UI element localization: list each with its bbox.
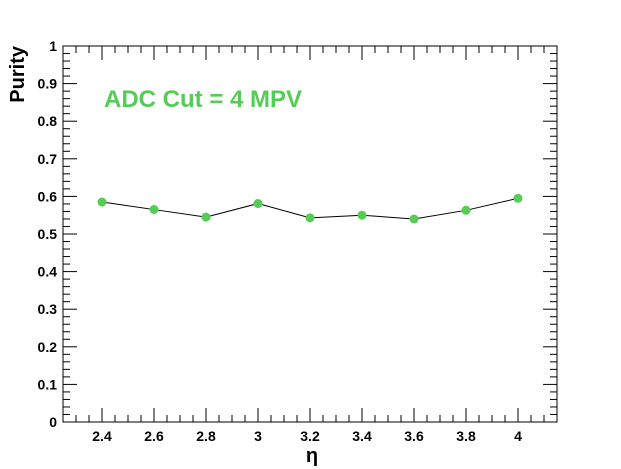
x-tick-label: 2.4 [92,428,112,444]
y-tick-label: 0 [49,414,57,430]
x-tick-label: 3 [254,428,262,444]
data-point [409,214,419,224]
data-point [461,205,471,215]
y-tick-label: 0.6 [38,188,58,204]
y-tick-label: 0.3 [38,301,58,317]
x-tick-label: 3.6 [404,428,424,444]
y-tick-label: 0.1 [38,376,58,392]
y-tick-label: 1 [49,38,57,54]
y-tick-label: 0.4 [38,264,58,280]
data-points [97,193,523,224]
annotation: ADC Cut = 4 MPV [104,86,302,113]
x-minor-ticks [62,46,558,422]
y-tick-label: 0.8 [38,113,58,129]
x-tick-label: 2.6 [144,428,164,444]
data-point [305,213,315,223]
x-tick-label: 3.4 [352,428,372,444]
data-point [97,197,107,207]
x-tick-label: 2.8 [196,428,216,444]
data-point [513,193,523,203]
x-tick-label: 3.8 [456,428,476,444]
data-point [201,212,211,222]
y-axis-label: Purity [7,45,29,103]
y-tick-label: 0.9 [38,76,58,92]
x-axis-ticks: 2.4 2.6 2.8 3 3.2 3.4 3.6 3.8 4 [92,46,522,444]
data-point [253,199,263,209]
x-axis-label: η [306,445,318,467]
y-axis-ticks: 0 0.1 0.2 0.3 0.4 0.5 0.6 0.7 0.8 0.9 1 [38,38,557,430]
data-point [357,210,367,220]
y-tick-label: 0.2 [38,339,58,355]
data-point [149,205,159,215]
y-minor-ticks [63,53,557,415]
x-tick-label: 4 [514,428,522,444]
y-tick-label: 0.7 [38,151,58,167]
x-tick-label: 3.2 [300,428,320,444]
y-tick-label: 0.5 [38,226,58,242]
